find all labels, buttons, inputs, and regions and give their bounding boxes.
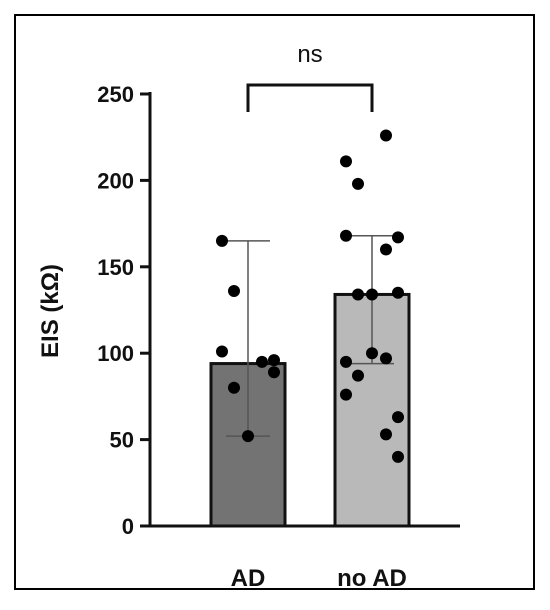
x-category-label: AD bbox=[231, 565, 266, 592]
data-point bbox=[340, 355, 352, 368]
data-point bbox=[392, 286, 404, 299]
data-point bbox=[340, 229, 352, 242]
data-point bbox=[392, 231, 404, 244]
y-axis-label: EIS (kΩ) bbox=[37, 264, 64, 358]
data-point bbox=[352, 369, 364, 382]
data-point bbox=[380, 352, 392, 365]
data-point bbox=[228, 381, 240, 394]
data-point bbox=[216, 345, 228, 358]
y-tick-label: 150 bbox=[97, 255, 134, 280]
x-category-label: no AD bbox=[337, 565, 407, 592]
data-point bbox=[380, 428, 392, 441]
data-point bbox=[216, 234, 228, 247]
data-point bbox=[352, 177, 364, 190]
data-point bbox=[340, 155, 352, 168]
data-point bbox=[392, 411, 404, 424]
significance-label: ns bbox=[297, 41, 322, 68]
data-point bbox=[380, 243, 392, 256]
y-tick-label: 200 bbox=[97, 168, 134, 193]
data-point bbox=[268, 366, 280, 379]
data-point bbox=[256, 355, 268, 368]
data-point bbox=[392, 450, 404, 463]
significance-bracket bbox=[246, 83, 374, 112]
y-tick-label: 50 bbox=[110, 428, 134, 453]
data-point bbox=[366, 288, 378, 301]
y-tick-label: 250 bbox=[97, 82, 134, 107]
data-point bbox=[340, 388, 352, 401]
y-tick-label: 100 bbox=[97, 341, 134, 366]
data-point bbox=[268, 354, 280, 367]
data-point bbox=[366, 347, 378, 360]
y-tick-label: 0 bbox=[122, 514, 134, 539]
data-point bbox=[228, 284, 240, 297]
data-point bbox=[242, 430, 254, 443]
data-point bbox=[380, 129, 392, 142]
data-point bbox=[352, 288, 364, 301]
